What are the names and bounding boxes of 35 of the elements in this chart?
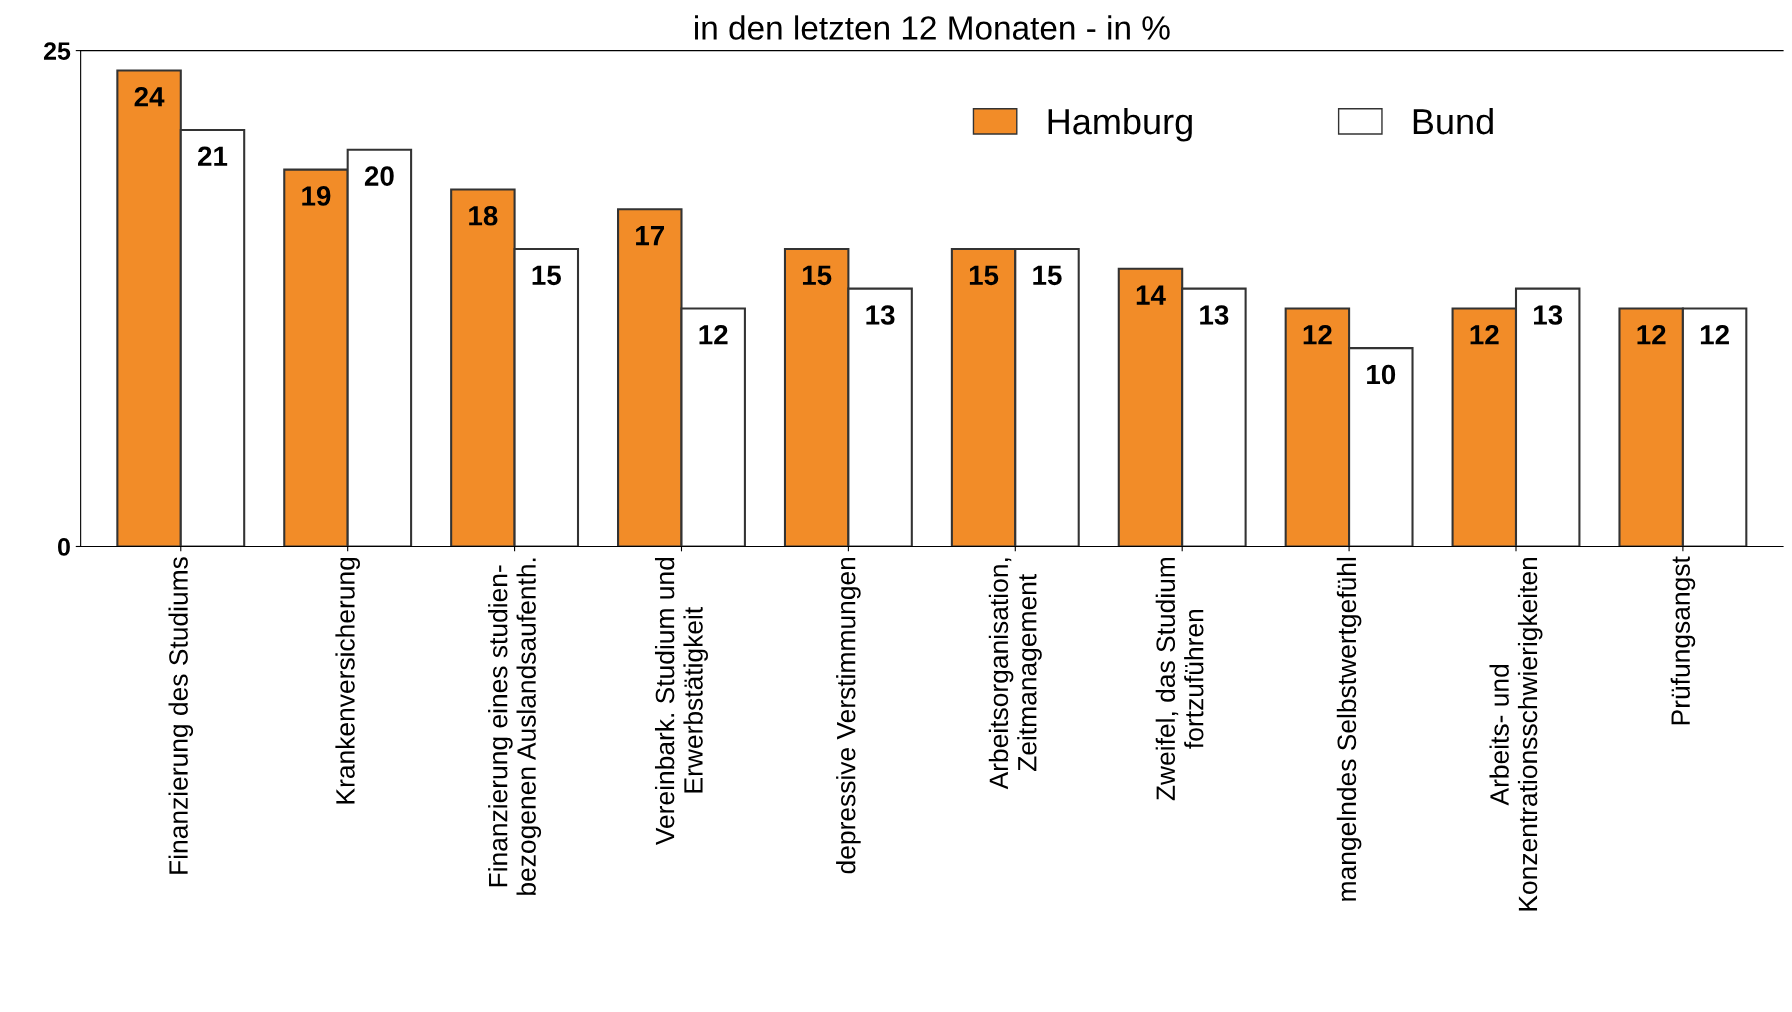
x-tick-label: Prüfungsangst <box>1670 556 1696 725</box>
data-label: 18 <box>469 205 498 226</box>
data-label: 13 <box>1534 305 1563 325</box>
data-label: 14 <box>1136 285 1166 305</box>
data-label: 13 <box>866 305 895 325</box>
x-tick-label: Zweifel, das Studium fortzuführen <box>1155 557 1204 801</box>
data-label: 12 <box>1637 324 1666 345</box>
x-tick-label: Finanzierung eines studien- bezogenen Auslandsaufenth. <box>488 558 542 895</box>
x-tick-label: Arbeitsorganisation, Zeitmanagement <box>988 558 1042 790</box>
data-label: 13 <box>1200 305 1229 325</box>
legend-label: Bund <box>1413 107 1493 135</box>
data-label: 20 <box>364 166 394 186</box>
data-label: 15 <box>802 265 832 286</box>
x-tick-label: Vereinbark. Studium und Erwerbstätigkeit <box>654 557 708 846</box>
chart-title: in den letzten 12 Monaten - in % <box>695 15 1170 40</box>
data-label: 12 <box>1470 324 1499 345</box>
legend-label: Hamburg <box>1048 107 1192 142</box>
data-label: 12 <box>1700 324 1729 345</box>
x-tick-label: mangelndes Selbstwertgefühl <box>1336 557 1362 901</box>
y-tick-label: 0 <box>58 538 70 556</box>
data-label: 21 <box>198 146 228 166</box>
data-label: 15 <box>532 265 561 286</box>
x-tick-label: Arbeits- und Konzentrationsschwierigkeiten <box>1489 557 1543 911</box>
data-label: 17 <box>636 226 664 246</box>
data-label: 15 <box>1033 265 1062 286</box>
data-label: 12 <box>699 324 728 345</box>
x-tick-label: Finanzierung des Studiums <box>168 557 194 874</box>
data-label: 15 <box>969 265 999 286</box>
x-tick-label: Krankenversicherung <box>335 557 360 804</box>
data-label: 24 <box>134 86 165 107</box>
x-tick-label: depressive Verstimmungen <box>836 557 861 874</box>
data-label: 12 <box>1303 324 1332 345</box>
data-label: 10 <box>1367 364 1396 385</box>
data-label: 19 <box>302 186 331 206</box>
y-tick-label: 25 <box>43 42 71 60</box>
